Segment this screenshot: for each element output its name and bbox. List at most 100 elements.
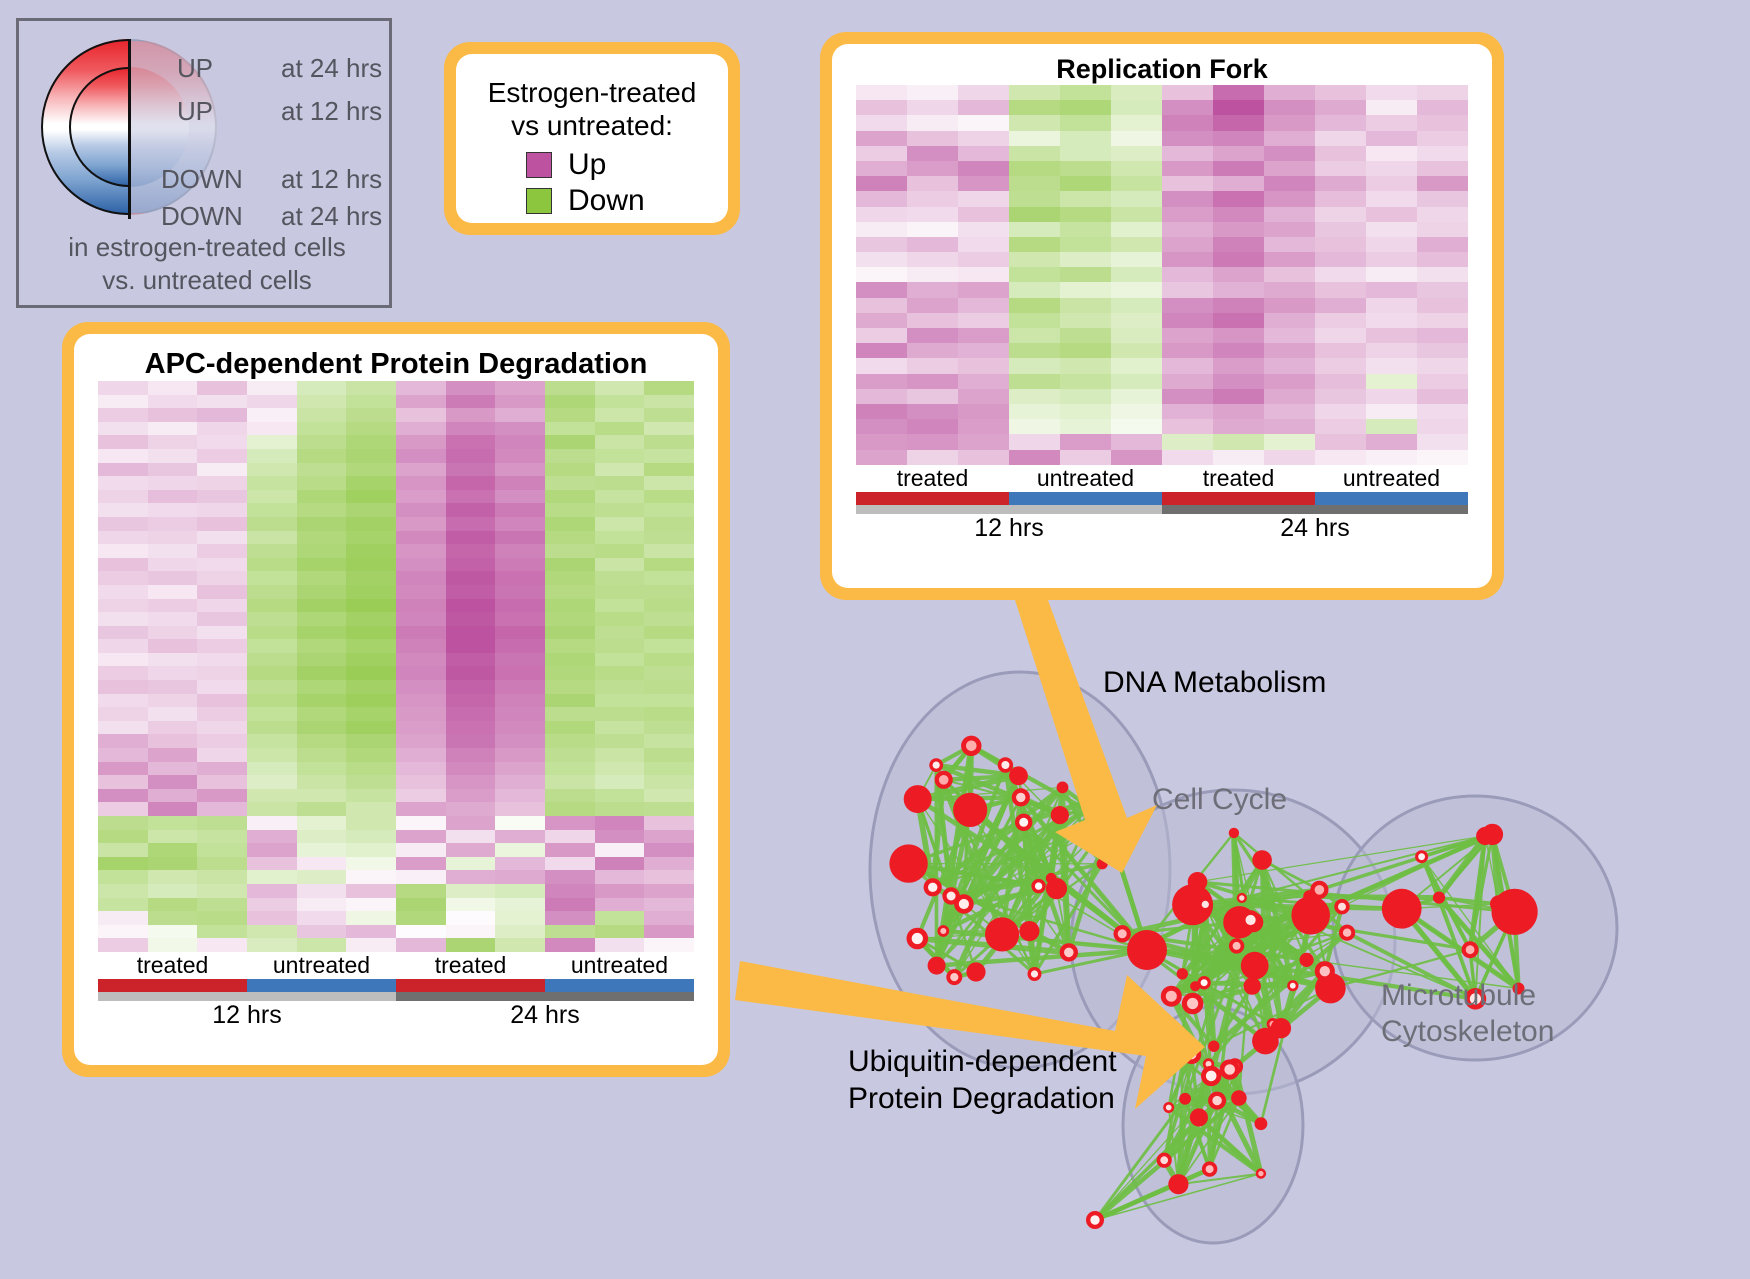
heatmap-cell — [396, 544, 446, 558]
network-node[interactable] — [1299, 952, 1314, 967]
heatmap-cell — [445, 557, 496, 572]
network-node[interactable] — [1481, 823, 1504, 846]
heatmap-cell — [594, 775, 645, 789]
heatmap-cell — [197, 408, 247, 422]
heatmap-cell — [1060, 206, 1111, 222]
network-node[interactable] — [1270, 1018, 1292, 1039]
heatmap-cell — [346, 462, 396, 477]
heatmap-cell — [98, 639, 148, 653]
heatmap-cell — [98, 530, 148, 545]
network-edge — [1261, 858, 1321, 892]
heatmap-cell — [296, 476, 347, 490]
network-node[interactable] — [1019, 921, 1040, 942]
heatmap-cell — [594, 557, 645, 572]
heatmap-cell — [958, 221, 1009, 237]
network-node[interactable] — [1187, 872, 1208, 892]
heatmap-cell — [346, 435, 396, 449]
network-node[interactable] — [1176, 968, 1188, 980]
pathway-network-graph — [868, 670, 1619, 1245]
heatmap-cell — [1213, 236, 1264, 253]
heatmap-cell — [856, 115, 907, 131]
heatmap-cell — [545, 775, 595, 789]
heatmap-cell — [445, 856, 496, 871]
heatmap-cell — [856, 130, 907, 146]
network-node[interactable] — [889, 844, 928, 883]
heatmap-cell — [958, 236, 1009, 253]
heatmap-cell — [98, 883, 148, 898]
heatmap-cell — [856, 191, 907, 207]
network-node[interactable] — [1208, 1040, 1220, 1052]
heatmap-cell — [247, 693, 297, 708]
heatmap-cell — [346, 516, 396, 531]
network-node[interactable] — [1243, 977, 1261, 995]
network-node[interactable] — [1127, 930, 1167, 970]
heatmap-cell — [1264, 115, 1315, 131]
heatmap-cell — [495, 734, 545, 749]
network-node[interactable] — [985, 917, 1020, 952]
heatmap-cell — [1060, 145, 1111, 161]
heatmap-cell — [644, 516, 694, 531]
network-node[interactable] — [1512, 982, 1525, 995]
network-node[interactable] — [1381, 888, 1422, 929]
network-node[interactable] — [966, 962, 986, 982]
network-node[interactable] — [1050, 806, 1069, 825]
network-node[interactable] — [1179, 1092, 1191, 1105]
network-node-core — [1205, 1070, 1217, 1082]
heatmap-cell — [1264, 328, 1315, 344]
network-node[interactable] — [1189, 1108, 1208, 1127]
heatmap-cell — [346, 816, 396, 830]
network-node[interactable] — [1228, 827, 1240, 839]
network-node[interactable] — [1240, 951, 1269, 980]
heatmap-cell — [644, 883, 694, 898]
heatmap-cell — [495, 571, 545, 585]
heatmap-cell — [445, 707, 496, 721]
heatmap-cell — [1009, 206, 1060, 222]
network-node[interactable] — [1252, 850, 1272, 870]
heatmap-cell — [1213, 252, 1264, 268]
network-node[interactable] — [1254, 1117, 1268, 1131]
network-node[interactable] — [1490, 895, 1508, 913]
network-node[interactable] — [1432, 891, 1446, 904]
heatmap-cell — [197, 938, 247, 952]
heatmap-cell — [856, 100, 907, 116]
heatmap-cell — [1213, 85, 1264, 101]
heatmap-cell — [396, 625, 446, 640]
heatmap-cell — [247, 924, 297, 939]
heatmap-cell — [1111, 434, 1162, 450]
heatmap-cell — [907, 252, 958, 268]
network-node[interactable] — [1231, 1090, 1247, 1106]
heatmap-cell — [396, 870, 446, 884]
heatmap-cell — [594, 761, 645, 776]
network-node[interactable] — [1056, 781, 1069, 794]
heatmap-cell — [1366, 403, 1417, 420]
heatmap-cell — [445, 462, 496, 477]
network-node[interactable] — [1252, 1027, 1279, 1055]
heatmap-cell — [1162, 160, 1213, 177]
heatmap-cell — [644, 530, 694, 545]
heatmap-cell — [147, 394, 198, 409]
network-node[interactable] — [953, 792, 988, 827]
network-node[interactable] — [1096, 858, 1108, 870]
network-node[interactable] — [1045, 878, 1068, 900]
heatmap-cell — [396, 381, 446, 395]
ubiquitin-line2: Protein Degradation — [848, 1082, 1115, 1116]
network-node[interactable] — [1291, 896, 1330, 935]
heatmap-cell — [1264, 403, 1315, 420]
heatmap-cell — [1213, 434, 1264, 450]
heatmap-cell — [396, 924, 446, 939]
network-node[interactable] — [1172, 884, 1214, 926]
heatmap-cell — [1315, 206, 1366, 222]
heatmap-cell — [856, 449, 907, 465]
network-edge — [1318, 832, 1493, 892]
network-node[interactable] — [1168, 1174, 1189, 1195]
heatmap-cell — [1264, 373, 1315, 389]
heatmap-cell — [594, 856, 645, 871]
heatmap-cell — [495, 557, 545, 572]
network-node[interactable] — [927, 956, 946, 975]
network-node[interactable] — [903, 785, 932, 814]
heatmap-cell — [346, 802, 396, 816]
heatmap-cell — [644, 435, 694, 449]
heatmap-cell — [247, 883, 297, 898]
network-node[interactable] — [1009, 766, 1028, 786]
heatmap-cell — [594, 829, 645, 844]
